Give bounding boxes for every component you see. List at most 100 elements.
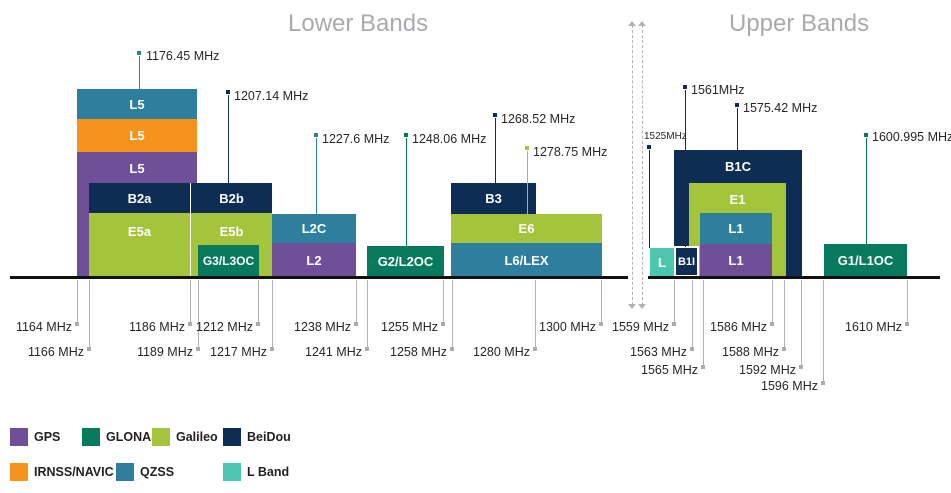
freq-label-1575: 1575.42 MHz: [743, 101, 818, 115]
title-lower-bands: Lower Bands: [288, 10, 429, 37]
edge-line-1186: [190, 280, 191, 322]
scale-break-arrow-down-left: [628, 304, 636, 309]
edge-line-1238: [356, 280, 357, 322]
legend-label-irnss-navic: IRNSS/NAVIC: [34, 465, 114, 479]
edge-line-1217: [272, 280, 273, 347]
legend-label-gps: GPS: [34, 430, 61, 444]
edge-label-1212: 1212 MHz: [196, 320, 253, 334]
edge-marker-1559: [672, 322, 676, 326]
edge-line-1586: [772, 280, 773, 322]
edge-marker-1164: [75, 322, 79, 326]
band-box-b1i: B1I: [674, 246, 699, 277]
edge-line-1258: [452, 280, 453, 347]
legend-item-gps: GPS: [10, 428, 60, 446]
edge-marker-1166: [87, 347, 91, 351]
edge-label-1186: 1186 MHz: [128, 320, 185, 334]
band-box-l1-gps: L1: [700, 244, 772, 277]
edge-label-1300: 1300 MHz: [539, 320, 596, 334]
edge-line-1596: [823, 280, 824, 381]
freq-label-1248: 1248.06 MHz: [412, 132, 487, 146]
freq-line-1278: [527, 151, 528, 214]
edge-label-1559: 1559 MHz: [612, 320, 669, 334]
edge-label-1565: 1565 MHz: [641, 363, 698, 377]
freq-line-1176: [139, 56, 140, 89]
legend-item-irnss-navic: IRNSS/NAVIC: [10, 463, 114, 481]
edge-label-1280: 1280 MHz: [473, 345, 530, 359]
band-box-l-band: L: [650, 248, 674, 277]
band-label: B1I: [677, 255, 696, 268]
edge-label-1189: 1189 MHz: [136, 345, 193, 359]
band-box-g1-l1oc: G1/L1OC: [824, 244, 907, 277]
edge-line-1255: [443, 280, 444, 322]
edge-marker-1212: [256, 322, 260, 326]
freq-label-1207: 1207.14 MHz: [234, 89, 309, 103]
band-label: E6: [518, 221, 535, 236]
legend-swatch-l-band: [223, 463, 241, 481]
edge-marker-1300: [599, 322, 603, 326]
edge-marker-1241: [365, 347, 369, 351]
freq-dot-1575: [735, 103, 739, 107]
edge-label-1241: 1241 MHz: [305, 345, 362, 359]
edge-line-1563: [692, 280, 693, 347]
edge-marker-1596: [821, 381, 825, 385]
edge-marker-1610: [905, 322, 909, 326]
edge-line-1212: [258, 280, 259, 322]
edge-line-1565: [703, 280, 704, 365]
freq-line-1227: [316, 138, 317, 214]
freq-dot-1561: [683, 85, 687, 89]
legend-label-qzss: QZSS: [140, 465, 175, 479]
band-box-b2b: B2b: [190, 183, 272, 213]
legend-swatch-gps: [10, 428, 28, 446]
band-label: L5: [129, 161, 145, 176]
band-box-l2c: L2C: [272, 214, 356, 243]
edge-label-1238: 1238 MHz: [294, 320, 351, 334]
band-label: E5b: [219, 224, 244, 239]
edge-line-1559: [674, 280, 675, 322]
legend-label-l-band: L Band: [247, 465, 290, 479]
freq-dot-1207: [226, 90, 230, 94]
band-box-b2a: B2a: [89, 183, 190, 213]
band-box-l6-lex: L6/LEX: [451, 243, 602, 277]
band-label: B1C: [724, 159, 751, 174]
scale-break-arrow-up-left: [628, 21, 636, 26]
edge-line-1164: [77, 280, 78, 322]
scale-break-arrow-down-right: [638, 304, 646, 309]
edge-label-1255: 1255 MHz: [381, 320, 438, 334]
band-label: L5: [129, 96, 145, 112]
edge-label-1563: 1563 MHz: [630, 345, 687, 359]
freq-label-1525: 1525MHz: [644, 131, 687, 142]
freq-label-1268: 1268.52 MHz: [501, 112, 576, 126]
freq-line-1600: [866, 138, 867, 244]
band-label: E5a: [127, 224, 152, 239]
axis-baseline-lower: [10, 276, 628, 279]
legend-swatch-beidou: [223, 428, 241, 446]
edge-marker-1592: [799, 365, 803, 369]
edge-label-1258: 1258 MHz: [390, 345, 447, 359]
legend-swatch-glonass: [82, 428, 100, 446]
scale-break-dashed-line-left: [632, 25, 633, 305]
edge-label-1596: 1596 MHz: [761, 379, 818, 393]
band-label: L2: [306, 252, 322, 268]
freq-dot-1268: [493, 113, 497, 117]
legend-item-beidou: BeiDou: [223, 428, 291, 446]
freq-dot-1600: [864, 133, 868, 137]
freq-line-1575: [737, 108, 738, 150]
legend-item-galileo: Galileo: [152, 428, 218, 446]
edge-label-1217: 1217 MHz: [210, 345, 267, 359]
edge-marker-1280: [533, 347, 537, 351]
edge-line-1300: [601, 280, 602, 322]
edge-label-1164: 1164 MHz: [15, 320, 72, 334]
freq-line-1561: [685, 90, 686, 247]
band-label: L: [658, 255, 666, 270]
legend-item-qzss: QZSS: [116, 463, 174, 481]
band-label: L2C: [301, 221, 327, 236]
edge-line-1280: [535, 280, 536, 347]
edge-marker-1258: [450, 347, 454, 351]
legend-swatch-irnss-navic: [10, 463, 28, 481]
edge-label-1610: 1610 MHz: [845, 320, 902, 334]
band-label: B2b: [219, 190, 244, 206]
freq-dot-1176: [137, 51, 141, 55]
edge-line-1241: [367, 280, 368, 347]
freq-line-1268: [495, 118, 496, 183]
